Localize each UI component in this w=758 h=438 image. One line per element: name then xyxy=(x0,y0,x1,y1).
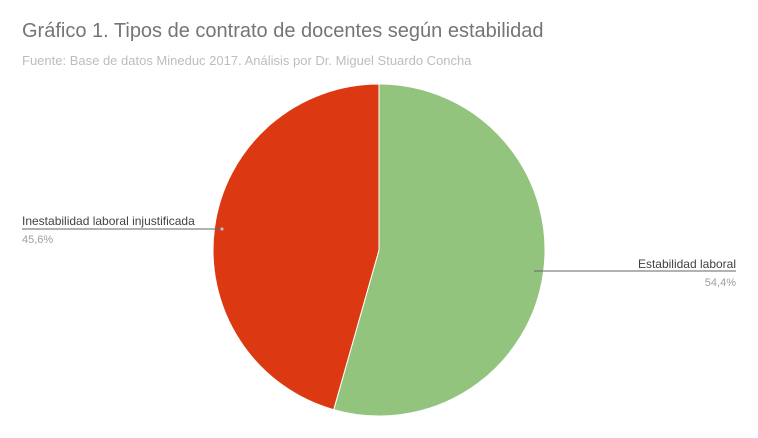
slice-percent-inestabilidad: 45,6% xyxy=(22,234,53,246)
chart-title: Gráfico 1. Tipos de contrato de docentes… xyxy=(22,20,544,42)
slice-label-estabilidad: Estabilidad laboral xyxy=(638,257,736,271)
pie-slice-estabilidad xyxy=(333,83,546,417)
leader-dot-inestabilidad xyxy=(220,227,224,231)
slice-label-inestabilidad: Inestabilidad laboral injustificada xyxy=(22,214,195,228)
slice-percent-estabilidad: 54,4% xyxy=(705,277,736,289)
pie-slice-inestabilidad xyxy=(212,83,380,411)
chart-subtitle: Fuente: Base de datos Mineduc 2017. Anál… xyxy=(22,53,472,68)
